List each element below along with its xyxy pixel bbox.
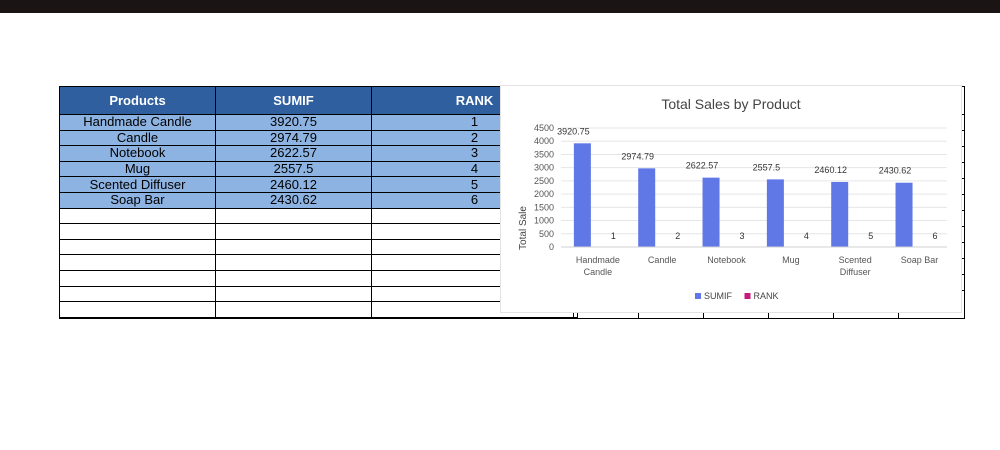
cell-product[interactable]: Scented Diffuser <box>59 176 216 193</box>
grid-line <box>962 274 965 275</box>
empty-cell[interactable] <box>59 223 216 240</box>
x-tick-label: Diffuser <box>840 267 871 277</box>
cell-sumif[interactable]: 2622.57 <box>215 145 372 162</box>
grid-line <box>833 313 834 319</box>
data-label-sumif: 3920.75 <box>557 126 590 136</box>
empty-cell[interactable] <box>59 269 216 287</box>
empty-cell[interactable] <box>59 207 216 225</box>
grid-line <box>962 178 965 179</box>
data-label-rank: 2 <box>675 231 680 241</box>
bar-sumif <box>831 181 849 247</box>
cell-product[interactable]: Candle <box>59 129 216 147</box>
data-label-rank: 3 <box>740 231 745 241</box>
empty-row <box>59 254 578 271</box>
empty-cell[interactable] <box>215 207 372 225</box>
cell-sumif[interactable]: 2557.5 <box>215 160 372 178</box>
legend-swatch-sumif <box>695 293 701 299</box>
grid-line <box>768 313 769 319</box>
cell-sumif[interactable]: 2430.62 <box>215 191 372 209</box>
grid-line <box>962 130 965 131</box>
y-tick-label: 3000 <box>534 163 554 173</box>
x-tick-label: Notebook <box>707 255 746 265</box>
data-label-rank: 6 <box>933 231 938 241</box>
empty-cell[interactable] <box>215 269 372 287</box>
empty-cell[interactable] <box>59 254 216 271</box>
y-tick-label: 0 <box>549 242 554 252</box>
y-tick-label: 1000 <box>534 216 554 226</box>
grid-line <box>962 242 965 243</box>
header-products[interactable]: Products <box>59 86 216 115</box>
empty-cell[interactable] <box>59 238 216 256</box>
sales-chart[interactable]: Total Sales by Product Total Sale 0 500 10… <box>500 85 962 313</box>
y-tick-label: 3500 <box>534 149 554 159</box>
data-label-rank: 5 <box>868 231 873 241</box>
empty-cell[interactable] <box>215 238 372 256</box>
grid-line <box>962 226 965 227</box>
cell-product[interactable]: Handmade Candle <box>59 114 216 131</box>
y-tick-label: 4500 <box>534 123 554 133</box>
empty-cell[interactable] <box>215 254 372 271</box>
x-tick-label: Mug <box>782 255 800 265</box>
cell-product[interactable]: Notebook <box>59 145 216 162</box>
empty-row <box>59 301 578 318</box>
y-tick-label: 4000 <box>534 136 554 146</box>
y-tick-label: 2500 <box>534 176 554 186</box>
empty-cell[interactable] <box>215 285 372 303</box>
x-tick-label: Candle <box>584 267 613 277</box>
bar-sumif <box>638 168 656 247</box>
bar-sumif <box>573 143 591 247</box>
empty-cell[interactable] <box>59 301 216 318</box>
grid-line <box>962 258 965 259</box>
grid-line <box>962 290 965 291</box>
chart-title: Total Sales by Product <box>661 96 800 112</box>
grid-line <box>962 146 965 147</box>
grid-line <box>962 194 965 195</box>
cell-product[interactable]: Soap Bar <box>59 191 216 209</box>
cell-product[interactable]: Mug <box>59 160 216 178</box>
data-label-sumif: 2430.62 <box>879 166 912 176</box>
legend-label-sumif: SUMIF <box>704 291 733 301</box>
y-tick-label: 2000 <box>534 189 554 199</box>
legend-label-rank: RANK <box>754 291 779 301</box>
data-label-rank: 4 <box>804 231 809 241</box>
cell-sumif[interactable]: 2974.79 <box>215 129 372 147</box>
y-axis-title: Total Sale <box>518 206 529 250</box>
header-sumif[interactable]: SUMIF <box>215 86 372 115</box>
bar-sumif <box>895 182 913 247</box>
data-label-sumif: 2622.57 <box>686 161 719 171</box>
data-table: Products SUMIF RANK Handmade Candle 3920… <box>59 86 578 318</box>
x-tick-label: Scented <box>839 255 872 265</box>
grid-line <box>962 114 965 115</box>
legend-swatch-rank <box>744 293 751 299</box>
table-header-row: Products SUMIF RANK <box>59 86 578 115</box>
grid-line <box>898 313 899 319</box>
empty-cell[interactable] <box>59 285 216 303</box>
x-tick-label: Soap Bar <box>901 255 939 265</box>
bar-sumif <box>766 179 784 247</box>
empty-cell[interactable] <box>215 301 372 318</box>
y-tick-label: 500 <box>539 229 554 239</box>
window-top-bar <box>0 0 1000 13</box>
data-label-sumif: 2974.79 <box>621 151 654 161</box>
grid-line <box>962 162 965 163</box>
empty-cell[interactable] <box>215 223 372 240</box>
x-tick-label: Handmade <box>576 255 620 265</box>
grid-line <box>962 210 965 211</box>
cell-sumif[interactable]: 3920.75 <box>215 114 372 131</box>
chart-svg: Total Sales by Product Total Sale 0 500 10… <box>518 96 947 301</box>
grid-line <box>703 313 704 319</box>
x-tick-label: Candle <box>648 255 677 265</box>
data-label-rank: 1 <box>611 231 616 241</box>
y-tick-label: 1500 <box>534 202 554 212</box>
data-label-sumif: 2557.5 <box>753 162 781 172</box>
cell-sumif[interactable]: 2460.12 <box>215 176 372 193</box>
data-label-sumif: 2460.12 <box>814 165 847 175</box>
grid-line <box>638 313 639 319</box>
bar-sumif <box>702 177 720 247</box>
